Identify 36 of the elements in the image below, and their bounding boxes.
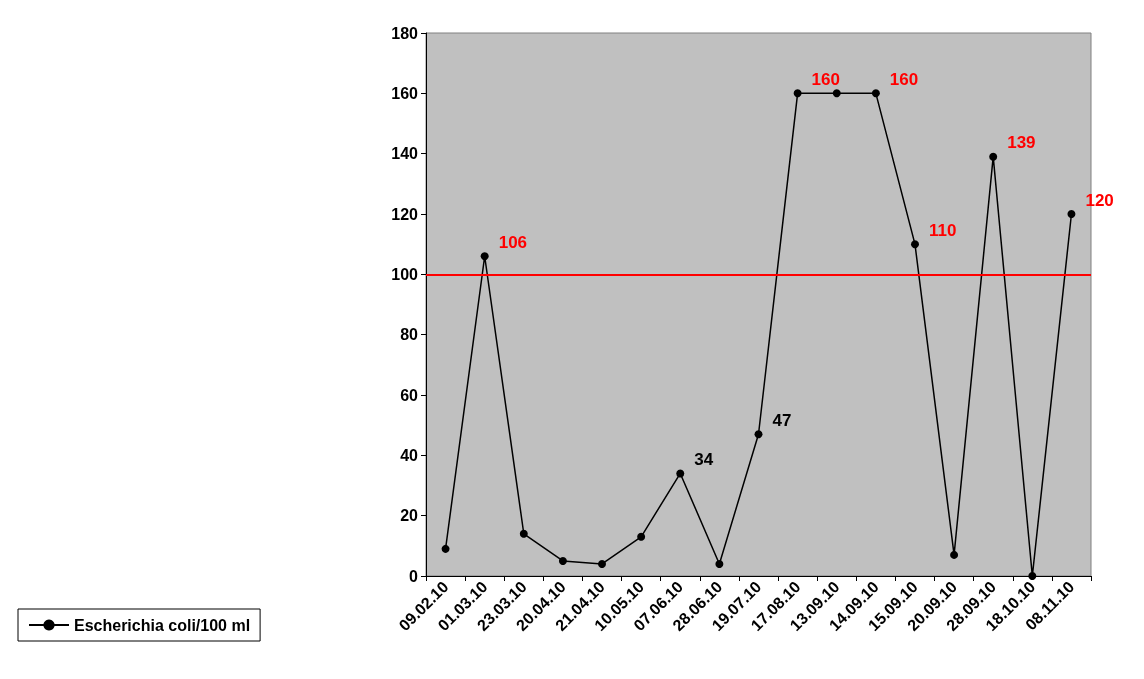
data-label: 47 bbox=[772, 410, 792, 430]
data-label: 106 bbox=[498, 232, 528, 252]
data-label: 139 bbox=[1007, 133, 1036, 153]
y-tick-label: 180 bbox=[391, 24, 419, 42]
point bbox=[754, 430, 763, 439]
point bbox=[832, 89, 841, 98]
point bbox=[676, 469, 685, 478]
y-tick-label: 100 bbox=[391, 265, 419, 283]
point bbox=[989, 152, 998, 161]
point bbox=[793, 89, 802, 98]
point bbox=[1067, 210, 1076, 218]
data-label: 160 bbox=[811, 69, 840, 89]
point bbox=[1028, 572, 1037, 580]
point bbox=[558, 556, 567, 565]
y-tick-label: 20 bbox=[400, 507, 419, 525]
point bbox=[910, 240, 919, 249]
point bbox=[441, 544, 450, 553]
point bbox=[598, 559, 607, 568]
y-tick-label: 40 bbox=[400, 446, 419, 464]
point bbox=[871, 89, 880, 98]
y-tick-label: 0 bbox=[409, 567, 419, 585]
data-label: 160 bbox=[889, 69, 919, 89]
y-tick-label: 60 bbox=[400, 386, 419, 404]
point bbox=[637, 532, 646, 541]
legend-label: Escherichia coli/100 ml bbox=[74, 616, 251, 634]
data-label: 34 bbox=[694, 449, 714, 469]
point bbox=[715, 559, 724, 568]
y-tick-label: 80 bbox=[400, 326, 419, 344]
point bbox=[950, 550, 959, 559]
point bbox=[519, 529, 528, 538]
point bbox=[480, 252, 489, 261]
y-tick-label: 160 bbox=[391, 84, 419, 102]
data-label: 120 bbox=[1085, 190, 1114, 210]
y-tick-label: 120 bbox=[391, 205, 419, 223]
data-label: 110 bbox=[928, 220, 957, 240]
y-tick-label: 140 bbox=[391, 145, 419, 163]
